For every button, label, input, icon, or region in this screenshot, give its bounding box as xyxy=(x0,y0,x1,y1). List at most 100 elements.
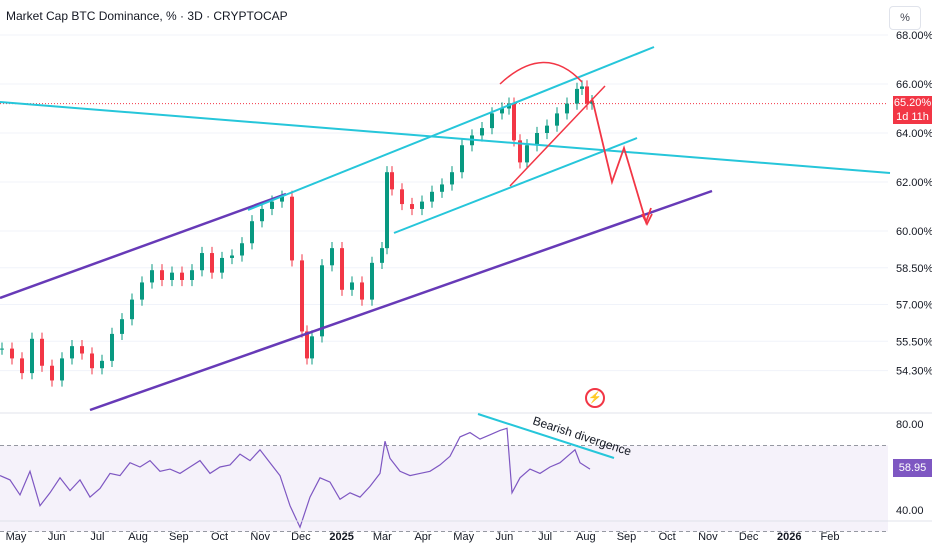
cyan-channel-upper xyxy=(247,46,655,211)
rsi-band-fill xyxy=(0,445,888,532)
time-tick-label-17: Nov xyxy=(698,531,718,543)
projection-arrowhead xyxy=(641,213,653,227)
price-tick-label-0: 68.00% xyxy=(896,30,932,42)
percent-scale-button[interactable]: % xyxy=(889,6,921,30)
candle-body-56 xyxy=(525,145,529,163)
candle-body-61 xyxy=(575,88,579,104)
time-tick-label-3: Aug xyxy=(128,531,148,543)
time-tick-label-4: Sep xyxy=(169,531,189,543)
candle-body-30 xyxy=(300,260,304,332)
red-wedge-line xyxy=(509,85,606,187)
candle-body-24 xyxy=(240,243,244,256)
candle-body-22 xyxy=(220,257,224,273)
candle-body-51 xyxy=(490,113,494,129)
candle-body-14 xyxy=(140,282,144,300)
candle-body-60 xyxy=(565,103,569,114)
candle-body-58 xyxy=(545,125,549,133)
time-tick-label-6: Nov xyxy=(250,531,270,543)
candle-body-25 xyxy=(250,221,254,244)
candle-body-36 xyxy=(350,282,354,290)
candle-body-45 xyxy=(430,191,434,202)
time-tick-label-19: 2026 xyxy=(777,531,801,543)
candle-countdown: 1d 11h xyxy=(896,111,929,123)
candle-body-43 xyxy=(410,204,414,209)
price-tick-label-8: 54.30% xyxy=(896,366,932,378)
candle-body-15 xyxy=(150,270,154,283)
time-tick-label-7: Dec xyxy=(291,531,311,543)
price-tick-label-3: 62.00% xyxy=(896,177,932,189)
candle-body-44 xyxy=(420,201,424,209)
candle-body-48 xyxy=(460,145,464,173)
candle-body-10 xyxy=(100,360,104,369)
candle-body-64 xyxy=(590,101,594,104)
candle-body-0 xyxy=(0,348,4,350)
candle-body-29 xyxy=(290,196,294,261)
candle-body-19 xyxy=(190,270,194,280)
candle-body-35 xyxy=(340,248,344,290)
price-tick-label-6: 57.00% xyxy=(896,300,932,312)
candle-body-33 xyxy=(320,265,324,337)
purple-channel-upper xyxy=(0,192,287,300)
time-tick-label-13: Jul xyxy=(538,531,552,543)
rounding-top-arc xyxy=(499,61,583,85)
rsi-tick-label-1: 40.00 xyxy=(896,505,924,517)
candle-body-27 xyxy=(270,201,274,209)
cyan-channel-lower xyxy=(393,137,638,234)
candle-body-46 xyxy=(440,184,444,192)
candle-body-26 xyxy=(260,208,264,222)
time-tick-label-15: Sep xyxy=(617,531,637,543)
candle-body-6 xyxy=(60,358,64,381)
time-tick-label-10: Apr xyxy=(414,531,431,543)
candle-body-7 xyxy=(70,346,74,359)
price-tick-label-1: 66.00% xyxy=(896,79,932,91)
candle-body-17 xyxy=(170,272,174,280)
candle-body-23 xyxy=(230,255,234,258)
candle-body-57 xyxy=(535,133,539,146)
time-tick-label-1: Jun xyxy=(48,531,66,543)
candle-body-16 xyxy=(160,270,164,280)
projection-path xyxy=(591,97,652,225)
last-price-tag: 65.20% 1d 11h xyxy=(893,96,932,124)
time-tick-label-5: Oct xyxy=(211,531,228,543)
candle-body-28 xyxy=(280,196,284,202)
price-tick-label-4: 60.00% xyxy=(896,226,932,238)
time-tick-label-11: May xyxy=(453,531,474,543)
candle-body-42 xyxy=(400,189,404,205)
time-tick-label-14: Aug xyxy=(576,531,596,543)
candle-body-9 xyxy=(90,353,94,369)
cyan-long-trendline xyxy=(0,101,891,174)
candle-body-63 xyxy=(585,86,589,104)
time-tick-label-20: Feb xyxy=(821,531,840,543)
candle-body-55 xyxy=(518,140,522,163)
candle-body-38 xyxy=(370,262,374,300)
price-tick-label-7: 55.50% xyxy=(896,336,932,348)
time-tick-label-0: May xyxy=(6,531,27,543)
candle-body-20 xyxy=(200,253,204,271)
candle-body-21 xyxy=(210,253,214,273)
candle-body-1 xyxy=(10,348,14,359)
candle-body-31 xyxy=(305,331,309,359)
candle-body-50 xyxy=(480,128,484,136)
candle-body-5 xyxy=(50,365,54,381)
candle-body-4 xyxy=(40,338,44,366)
time-tick-label-18: Dec xyxy=(739,531,759,543)
price-tick-label-5: 58.50% xyxy=(896,263,932,275)
candle-body-12 xyxy=(120,319,124,334)
candle-body-59 xyxy=(555,113,559,126)
chart-title: Market Cap BTC Dominance, % · 3D · CRYPT… xyxy=(6,9,288,23)
rsi-line xyxy=(0,427,591,529)
candle-body-18 xyxy=(180,272,184,280)
purple-channel-lower xyxy=(89,189,713,412)
candle-body-13 xyxy=(130,299,134,320)
candle-body-34 xyxy=(330,248,334,266)
candle-body-3 xyxy=(30,338,34,374)
candle-body-54 xyxy=(512,103,516,141)
lightning-icon[interactable]: ⚡ xyxy=(585,388,605,408)
candle-body-2 xyxy=(20,358,24,374)
candle-body-11 xyxy=(110,333,114,361)
candle-body-47 xyxy=(450,172,454,185)
candle-body-37 xyxy=(360,282,364,300)
candle-body-41 xyxy=(390,172,394,190)
rsi-divergence-line xyxy=(477,413,615,459)
